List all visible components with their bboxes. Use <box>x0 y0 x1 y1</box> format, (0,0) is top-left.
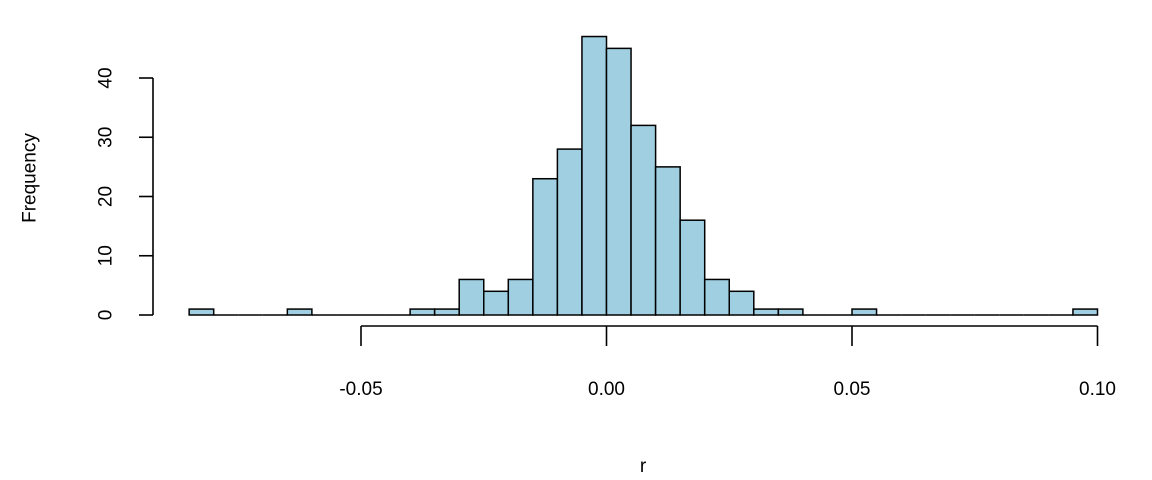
histogram-bar <box>286 308 313 316</box>
histogram-bar <box>532 177 559 316</box>
x-tick-label: -0.05 <box>339 379 382 400</box>
histogram-bar <box>433 308 460 316</box>
histogram-bar <box>753 308 780 316</box>
histogram-bar <box>679 219 706 316</box>
histogram-bar <box>458 278 485 316</box>
histogram-bar <box>507 278 534 316</box>
histogram-bar <box>1072 308 1099 316</box>
y-tick-label: 40 <box>96 67 117 88</box>
histogram-bar <box>703 278 731 316</box>
histogram-bar <box>777 308 804 316</box>
bars-group <box>188 35 1099 316</box>
x-tick-label: 0.05 <box>834 379 871 400</box>
y-axis-title: Frequency <box>20 133 41 223</box>
y-tick-label: 30 <box>96 127 117 148</box>
x-axis: -0.05 0.00 0.05 0.10 <box>339 325 1116 400</box>
x-tick-label: 0.10 <box>1079 379 1116 400</box>
histogram-bar <box>581 35 608 316</box>
histogram-bar <box>851 308 878 316</box>
histogram-bar <box>188 308 215 316</box>
x-tick-label: 0.00 <box>588 379 625 400</box>
x-axis-title: r <box>640 456 647 477</box>
y-axis: 0 10 20 30 40 <box>96 67 154 320</box>
histogram-bar <box>728 290 755 316</box>
histogram-bar <box>654 166 681 316</box>
y-tick-label: 20 <box>96 186 117 207</box>
histogram-bar <box>605 47 632 316</box>
histogram-bar <box>630 124 657 316</box>
y-tick-label: 10 <box>96 245 117 266</box>
histogram-bar <box>483 290 510 316</box>
histogram-bar <box>409 308 436 316</box>
y-tick-label: 0 <box>96 310 117 321</box>
histogram-bar <box>556 148 583 316</box>
